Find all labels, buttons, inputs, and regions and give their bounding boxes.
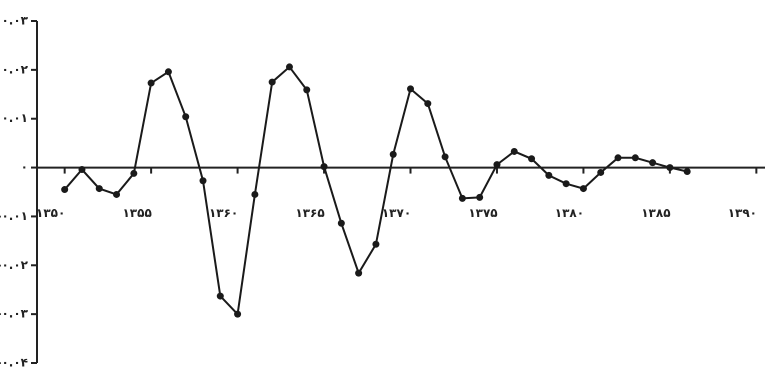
- series-line: [65, 67, 688, 314]
- data-point: [372, 241, 379, 248]
- data-point: [148, 80, 155, 87]
- data-point: [580, 185, 587, 192]
- x-tick-label: ۱۳۸۰: [555, 206, 584, 220]
- data-point: [476, 194, 483, 201]
- data-point: [303, 86, 310, 93]
- data-point: [407, 85, 414, 92]
- y-tick-label: -۰.۰۲: [0, 258, 29, 272]
- data-point: [511, 148, 518, 155]
- y-tick-label: ۰.۰۱: [1, 111, 28, 125]
- data-point: [597, 169, 604, 176]
- data-point: [563, 180, 570, 187]
- x-tick-label: ۱۳۵۵: [122, 206, 151, 220]
- x-tick-label: ۱۳۸۵: [641, 206, 670, 220]
- data-point: [234, 311, 241, 318]
- data-point: [113, 191, 120, 198]
- data-point: [200, 177, 207, 184]
- data-point: [424, 100, 431, 107]
- data-point: [390, 151, 397, 158]
- y-tick-label: ۰: [21, 160, 28, 174]
- data-point: [493, 161, 500, 168]
- y-tick-label: ۰.۰۲: [1, 62, 28, 76]
- data-point: [78, 166, 85, 173]
- y-tick-label: -۰.۰۴: [0, 356, 28, 370]
- data-point: [251, 191, 258, 198]
- y-tick-label: -۰.۰۱: [0, 209, 28, 223]
- x-tick-label: ۱۳۷۰: [382, 206, 411, 220]
- data-point: [632, 154, 639, 161]
- data-point: [338, 220, 345, 227]
- data-point: [269, 79, 276, 86]
- x-tick-label: ۱۳۷۵: [468, 206, 497, 220]
- x-tick-label: ۱۳۶۰: [209, 206, 238, 220]
- chart: -۰.۰۴ -۰.۰۳ -۰.۰۲ -۰.۰۱ ۰ ۰.۰۱ ۰.۰۲ ۰.۰۳ ۱۳۵۰ ۱۳۵…: [0, 0, 784, 372]
- data-point: [615, 154, 622, 161]
- data-point: [182, 113, 189, 120]
- data-point: [165, 68, 172, 75]
- data-point: [649, 159, 656, 166]
- data-point: [442, 153, 449, 160]
- x-tick-label: ۱۳۹۰: [728, 206, 757, 220]
- data-point: [666, 164, 673, 171]
- data-point: [355, 270, 362, 277]
- data-point: [217, 293, 224, 300]
- y-tick-label: ۰.۰۳: [1, 14, 28, 28]
- data-point: [61, 186, 68, 193]
- data-point: [545, 172, 552, 179]
- data-point: [684, 168, 691, 175]
- data-point: [96, 185, 103, 192]
- x-tick-label: ۱۳۵۰: [36, 206, 65, 220]
- y-tick-label: -۰.۰۳: [0, 307, 29, 321]
- data-point: [528, 155, 535, 162]
- data-point: [459, 195, 466, 202]
- data-point: [321, 163, 328, 170]
- x-tick-label: ۱۳۶۵: [295, 206, 324, 220]
- data-point: [130, 170, 137, 177]
- data-point: [286, 63, 293, 70]
